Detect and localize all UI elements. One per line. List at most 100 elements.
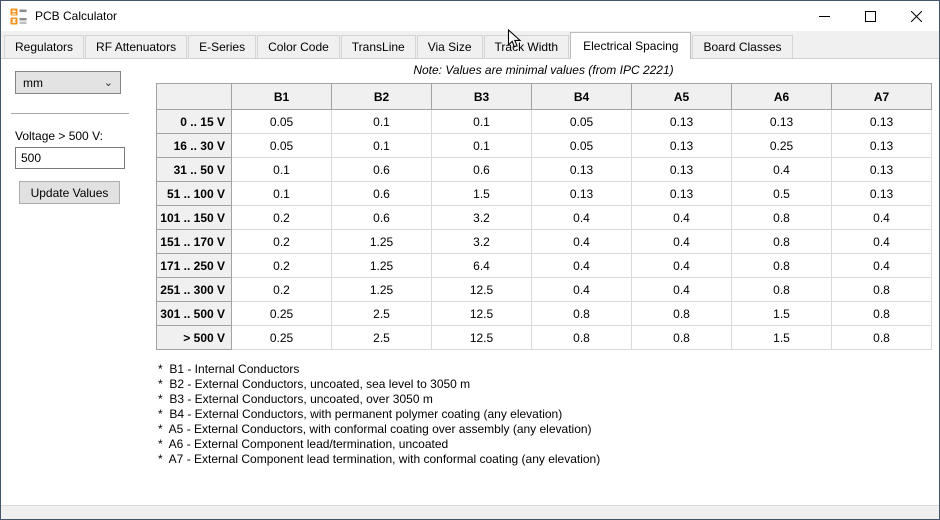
spacing-value-cell[interactable]: 0.1 [231, 157, 332, 182]
minimize-button[interactable] [801, 1, 847, 31]
spacing-value-cell[interactable]: 0.4 [631, 253, 732, 278]
spacing-value-cell[interactable]: 0.05 [231, 109, 332, 134]
spacing-value-cell[interactable]: 0.8 [831, 277, 932, 302]
spacing-value-cell[interactable]: 1.25 [331, 229, 432, 254]
spacing-value-cell[interactable]: 0.4 [831, 205, 932, 230]
spacing-value-cell[interactable]: 0.1 [431, 109, 532, 134]
row-label: 51 .. 100 V [156, 181, 232, 206]
column-header-a7: A7 [831, 83, 932, 110]
spacing-value-cell[interactable]: 0.4 [531, 229, 632, 254]
spacing-value-cell[interactable]: 0.2 [231, 277, 332, 302]
spacing-value-cell[interactable]: 0.8 [631, 301, 732, 326]
voltage-input[interactable] [15, 147, 125, 169]
spacing-value-cell[interactable]: 0.8 [731, 253, 832, 278]
spacing-value-cell[interactable]: 0.13 [831, 109, 932, 134]
spacing-value-cell[interactable]: 0.1 [431, 133, 532, 158]
footnote: * A5 - External Conductors, with conform… [158, 422, 592, 436]
spacing-value-cell[interactable]: 0.1 [231, 181, 332, 206]
column-header-b3: B3 [431, 83, 532, 110]
spacing-value-cell[interactable]: 0.4 [631, 205, 732, 230]
tab-bar: Regulators RF Attenuators E-Series Color Co… [1, 31, 939, 59]
spacing-value-cell[interactable]: 0.13 [831, 157, 932, 182]
tab-via-size[interactable]: Via Size [416, 35, 483, 58]
spacing-value-cell[interactable]: 0.1 [331, 109, 432, 134]
tab-electrical-spacing[interactable]: Electrical Spacing [570, 32, 692, 59]
spacing-value-cell[interactable]: 0.8 [831, 325, 932, 350]
voltage-label: Voltage > 500 V: [15, 129, 103, 143]
spacing-value-cell[interactable]: 0.13 [831, 133, 932, 158]
spacing-value-cell[interactable]: 0.25 [231, 301, 332, 326]
spacing-value-cell[interactable]: 0.8 [731, 229, 832, 254]
spacing-value-cell[interactable]: 0.4 [531, 277, 632, 302]
spacing-value-cell[interactable]: 0.05 [231, 133, 332, 158]
table-row: 0 .. 15 V 0.05 0.1 0.1 0.05 0.13 0.13 0.13 [156, 109, 932, 134]
unit-dropdown[interactable]: mm ⌄ [15, 71, 121, 94]
spacing-value-cell[interactable]: 0.05 [531, 109, 632, 134]
spacing-value-cell[interactable]: 3.2 [431, 205, 532, 230]
spacing-value-cell[interactable]: 0.2 [231, 205, 332, 230]
spacing-value-cell[interactable]: 0.4 [531, 253, 632, 278]
maximize-button[interactable] [847, 1, 893, 31]
spacing-value-cell[interactable]: 0.6 [431, 157, 532, 182]
spacing-value-cell[interactable]: 0.13 [631, 157, 732, 182]
column-header-a5: A5 [631, 83, 732, 110]
spacing-value-cell[interactable]: 12.5 [431, 325, 532, 350]
spacing-value-cell[interactable]: 0.13 [731, 109, 832, 134]
spacing-value-cell[interactable]: 0.4 [531, 205, 632, 230]
spacing-value-cell[interactable]: 0.4 [831, 253, 932, 278]
tab-rf-attenuators[interactable]: RF Attenuators [85, 35, 188, 58]
column-header-a6: A6 [731, 83, 832, 110]
update-values-button[interactable]: Update Values [19, 181, 120, 204]
spacing-value-cell[interactable]: 1.5 [731, 325, 832, 350]
spacing-value-cell[interactable]: 0.8 [731, 277, 832, 302]
close-button[interactable] [893, 1, 939, 31]
spacing-value-cell[interactable]: 0.5 [731, 181, 832, 206]
spacing-value-cell[interactable]: 12.5 [431, 277, 532, 302]
spacing-value-cell[interactable]: 0.2 [231, 229, 332, 254]
corner-cell [156, 83, 232, 110]
spacing-value-cell[interactable]: 0.13 [631, 181, 732, 206]
spacing-value-cell[interactable]: 0.13 [631, 133, 732, 158]
spacing-value-cell[interactable]: 1.5 [431, 181, 532, 206]
tab-regulators[interactable]: Regulators [4, 35, 85, 58]
chevron-down-icon: ⌄ [103, 77, 113, 89]
column-header-b1: B1 [231, 83, 332, 110]
spacing-value-cell[interactable]: 0.8 [831, 301, 932, 326]
spacing-value-cell[interactable]: 0.2 [231, 253, 332, 278]
spacing-value-cell[interactable]: 1.25 [331, 253, 432, 278]
spacing-value-cell[interactable]: 0.6 [331, 205, 432, 230]
tab-track-width[interactable]: Track Width [483, 35, 570, 58]
tab-e-series[interactable]: E-Series [188, 35, 257, 58]
spacing-value-cell[interactable]: 0.25 [231, 325, 332, 350]
spacing-value-cell[interactable]: 12.5 [431, 301, 532, 326]
spacing-value-cell[interactable]: 0.13 [631, 109, 732, 134]
spacing-value-cell[interactable]: 0.25 [731, 133, 832, 158]
tab-color-code[interactable]: Color Code [257, 35, 340, 58]
tab-transline[interactable]: TransLine [340, 35, 416, 58]
status-bar [1, 505, 939, 519]
spacing-value-cell[interactable]: 0.13 [531, 157, 632, 182]
spacing-value-cell[interactable]: 0.4 [631, 277, 732, 302]
spacing-value-cell[interactable]: 0.8 [531, 325, 632, 350]
spacing-value-cell[interactable]: 0.4 [631, 229, 732, 254]
spacing-value-cell[interactable]: 0.6 [331, 157, 432, 182]
sidebar-separator [11, 113, 129, 114]
spacing-value-cell[interactable]: 3.2 [431, 229, 532, 254]
spacing-value-cell[interactable]: 0.13 [531, 181, 632, 206]
table-row: 301 .. 500 V 0.25 2.5 12.5 0.8 0.8 1.5 0.8 [156, 301, 932, 326]
spacing-value-cell[interactable]: 0.4 [831, 229, 932, 254]
spacing-value-cell[interactable]: 1.5 [731, 301, 832, 326]
spacing-value-cell[interactable]: 0.8 [731, 205, 832, 230]
tab-board-classes[interactable]: Board Classes [692, 35, 793, 58]
spacing-value-cell[interactable]: 2.5 [331, 301, 432, 326]
spacing-value-cell[interactable]: 0.6 [331, 181, 432, 206]
spacing-value-cell[interactable]: 6.4 [431, 253, 532, 278]
spacing-value-cell[interactable]: 1.25 [331, 277, 432, 302]
spacing-value-cell[interactable]: 0.8 [531, 301, 632, 326]
spacing-value-cell[interactable]: 0.05 [531, 133, 632, 158]
spacing-value-cell[interactable]: 0.13 [831, 181, 932, 206]
spacing-value-cell[interactable]: 0.4 [731, 157, 832, 182]
spacing-value-cell[interactable]: 0.1 [331, 133, 432, 158]
spacing-value-cell[interactable]: 2.5 [331, 325, 432, 350]
spacing-value-cell[interactable]: 0.8 [631, 325, 732, 350]
